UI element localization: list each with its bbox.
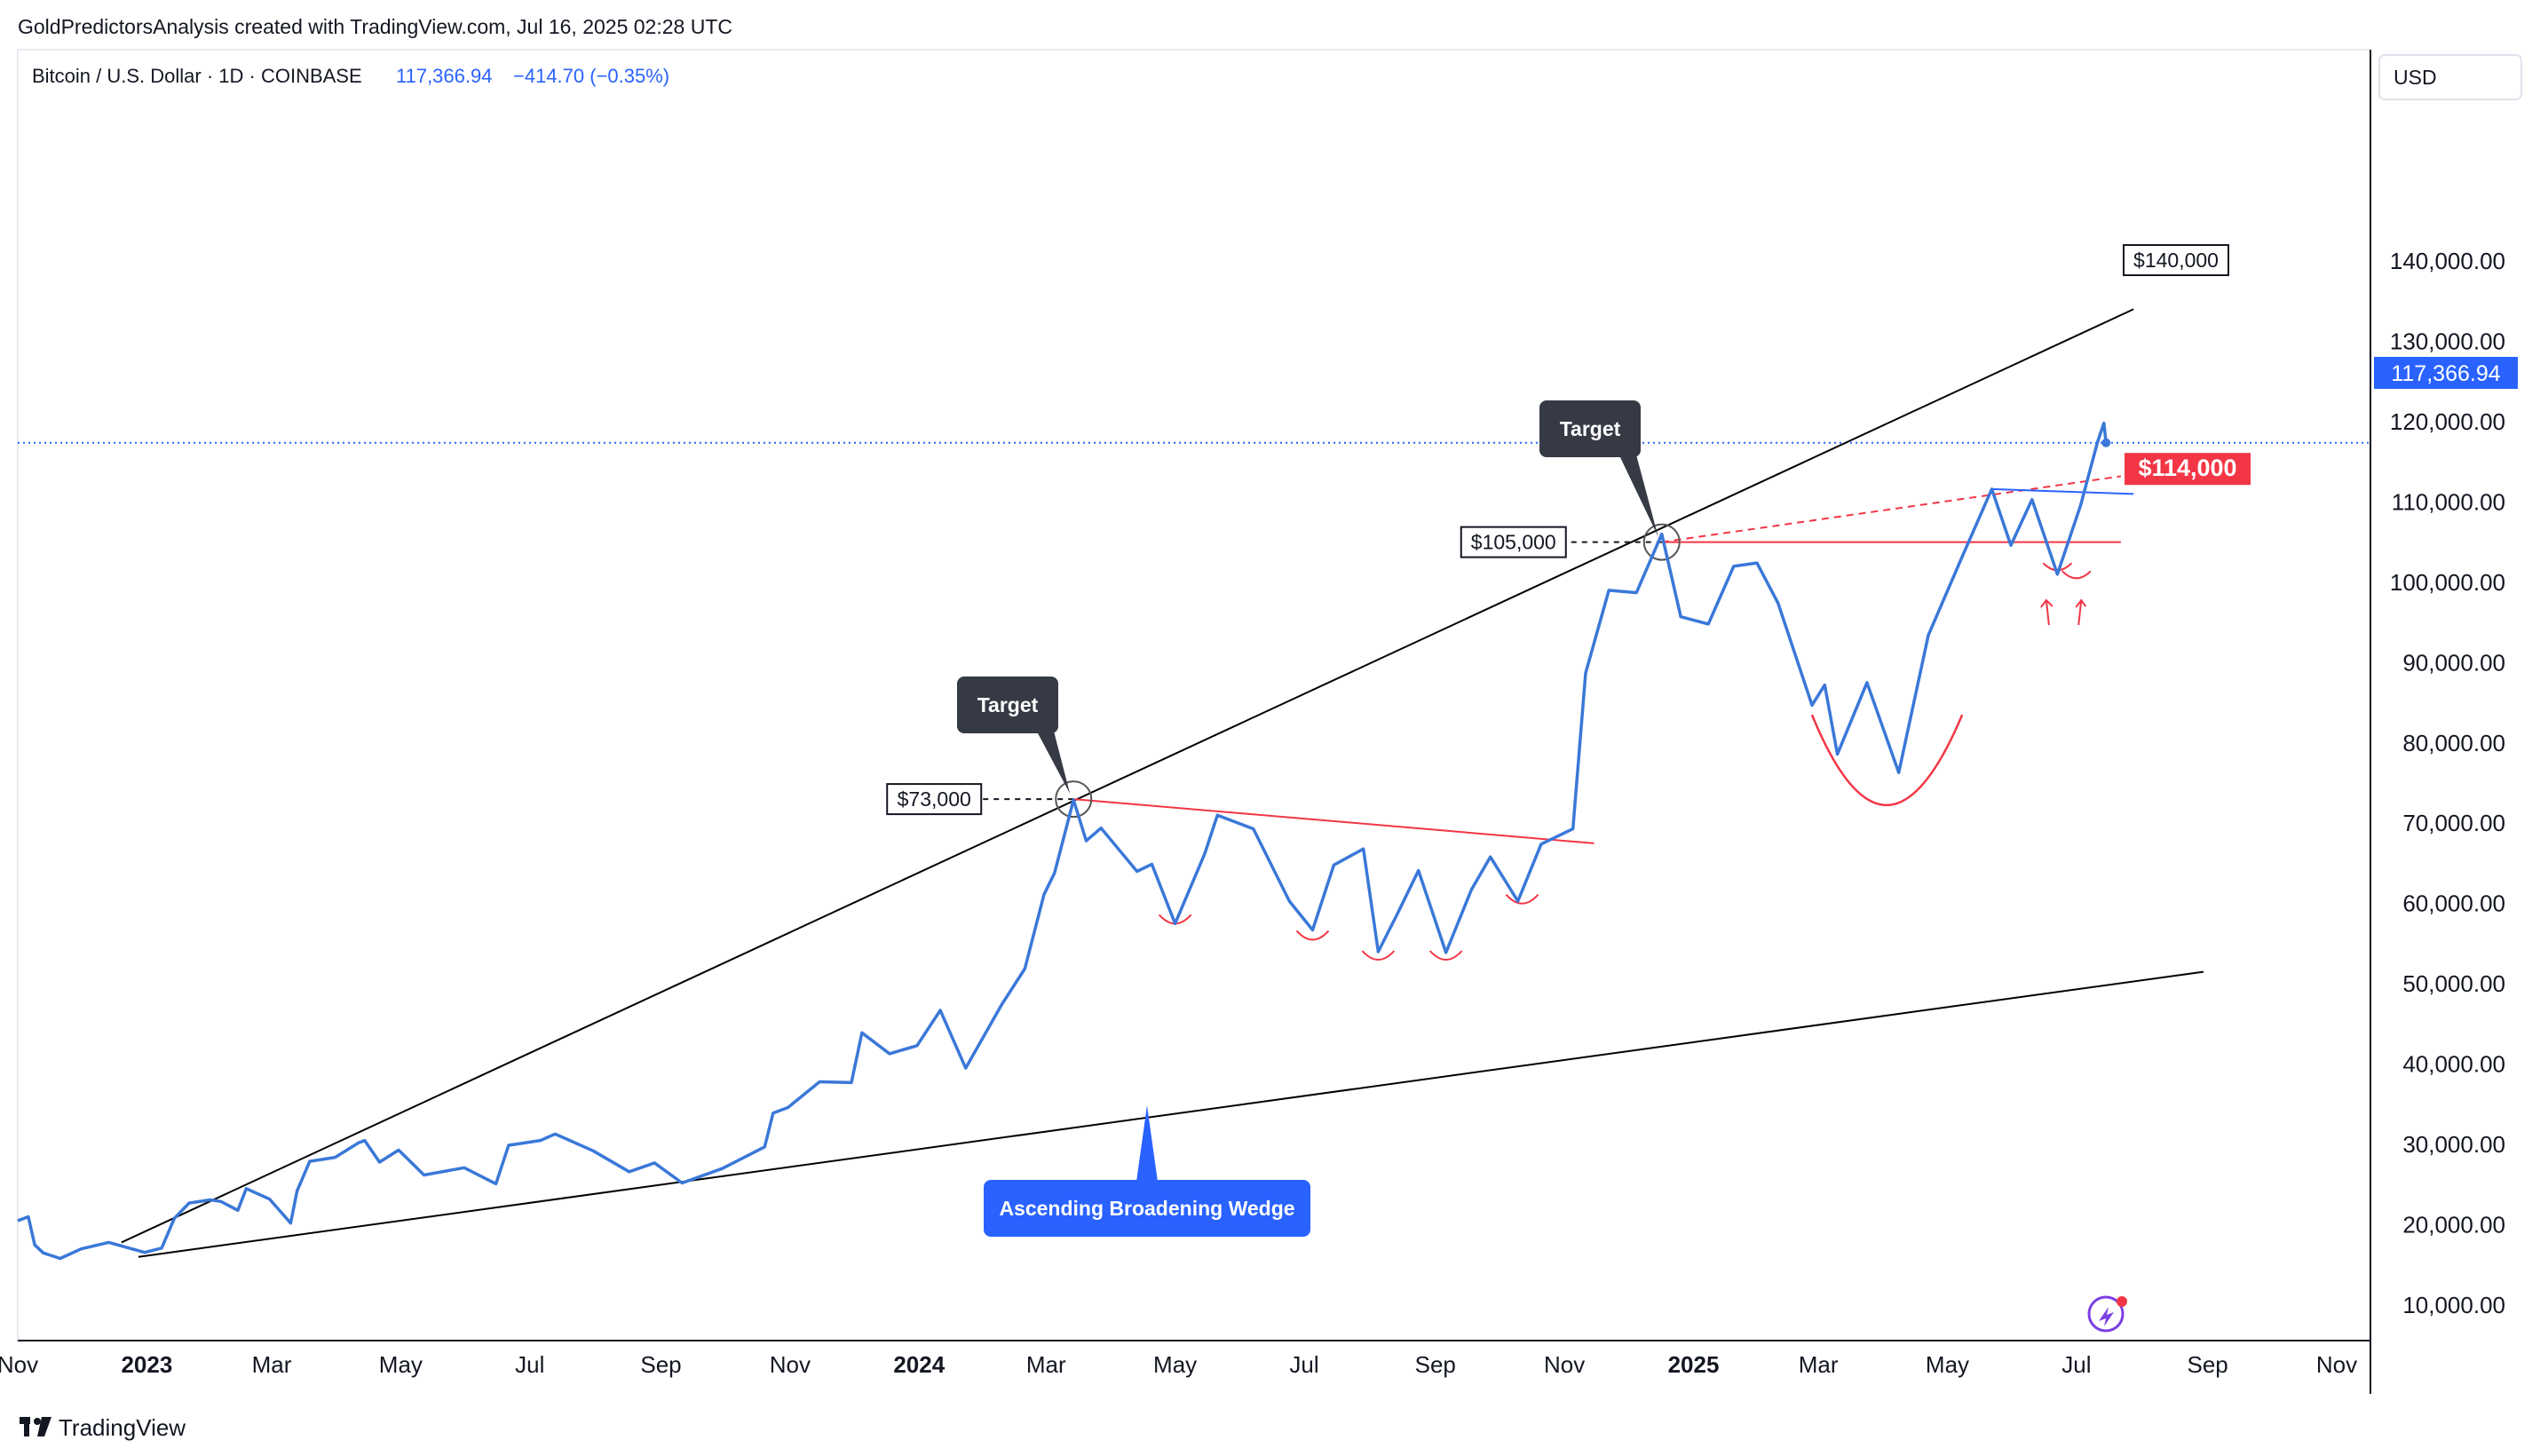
y-tick-label: 30,000.00: [2402, 1131, 2505, 1158]
price-label-140000: $140,000: [2133, 249, 2219, 272]
price-label-73000: $73,000: [898, 787, 971, 811]
legend-last-price: 117,366.94: [396, 65, 492, 87]
target-circle: [1055, 780, 1093, 819]
up-arrow-icon: [2040, 598, 2053, 626]
target-callout-box: [1539, 400, 1641, 457]
price-label-114000-box: [2125, 453, 2251, 486]
up-arrow-icon: [2075, 598, 2087, 626]
price-series-line: [17, 421, 2108, 1261]
price-label-114000: $114,000: [2138, 455, 2236, 481]
legend-change: −414.70 (−0.35%): [513, 65, 669, 87]
x-tick-label: Mar: [1026, 1351, 1066, 1378]
x-tick-label: Nov: [1544, 1351, 1585, 1378]
wedge-lower-line: [138, 970, 2204, 1258]
x-tick-label: May: [1153, 1351, 1197, 1378]
x-tick-label: 2023: [121, 1351, 172, 1378]
y-tick-label: 110,000.00: [2392, 488, 2505, 515]
y-tick-label: 140,000.00: [2390, 248, 2505, 274]
price-label-73000-box: [886, 783, 983, 816]
target-callout-pointer: [1037, 721, 1071, 795]
wedge-callout-pointer: [1136, 1105, 1158, 1182]
x-tick-label: Sep: [1415, 1351, 1456, 1378]
x-tick-label: Jul: [2061, 1351, 2091, 1378]
price-label-140000-box: [2123, 244, 2229, 276]
x-tick-label: Mar: [1799, 1351, 1839, 1378]
x-tick-label: Jul: [515, 1351, 544, 1378]
y-tick-label: 80,000.00: [2402, 730, 2505, 756]
bottom-swing-arc: [2061, 570, 2092, 580]
legend-symbol[interactable]: Bitcoin / U.S. Dollar · 1D · COINBASE: [32, 65, 362, 87]
bottom-swing-arc: [2042, 562, 2073, 572]
red-dashed-line: [1661, 475, 2122, 543]
bottom-swing-arc: [1428, 950, 1463, 961]
bottom-swing-arc: [1295, 930, 1330, 941]
price-label-105000-box: [1460, 526, 1567, 558]
target-circle: [1642, 523, 1681, 561]
x-tick-label: 2025: [1668, 1351, 1720, 1378]
y-tick-label: 100,000.00: [2390, 569, 2505, 596]
y-tick-label: 50,000.00: [2402, 970, 2505, 997]
x-tick-label: Sep: [2187, 1351, 2228, 1378]
footer-brand[interactable]: TradingView: [59, 1414, 186, 1441]
x-tick-label: May: [379, 1351, 423, 1378]
x-tick-label: Jul: [1289, 1351, 1318, 1378]
target-callout-box: [957, 677, 1058, 733]
y-tick-label: 90,000.00: [2402, 649, 2505, 676]
target-callout-pointer: [1619, 445, 1658, 537]
x-tick-label: Mar: [252, 1351, 292, 1378]
x-tick-label: Nov: [2316, 1351, 2357, 1378]
x-tick-label: May: [1926, 1351, 1969, 1378]
tradingview-logo-icon[interactable]: [20, 1417, 51, 1436]
wedge-upper-line: [121, 308, 2134, 1244]
y-tick-label: 70,000.00: [2402, 810, 2505, 836]
cup-arc: [1810, 714, 1964, 806]
sparkle-icon[interactable]: [2087, 1295, 2127, 1333]
target-callout: Target: [977, 693, 1039, 716]
bottom-swing-arc: [1361, 950, 1396, 961]
y-tick-label: 40,000.00: [2402, 1051, 2505, 1078]
target-callout: Target: [1560, 417, 1621, 440]
y-tick-label: 130,000.00: [2390, 328, 2505, 354]
currency-label: USD: [2394, 66, 2437, 89]
wedge-callout-box: [984, 1180, 1310, 1237]
y-tick-label: 60,000.00: [2402, 890, 2505, 917]
x-tick-label: Nov: [770, 1351, 811, 1378]
x-tick-label: 2024: [893, 1351, 945, 1378]
price-label-105000: $105,000: [1471, 531, 1556, 554]
red-resistance-line: [1073, 798, 1594, 844]
wedge-callout: Ascending Broadening Wedge: [999, 1197, 1294, 1220]
x-tick-label: Sep: [640, 1351, 681, 1378]
y-tick-label: 120,000.00: [2390, 408, 2505, 435]
blue-breakout-line: [1991, 487, 2134, 495]
last-price-label: 117,366.94: [2391, 361, 2500, 386]
y-tick-label: 20,000.00: [2402, 1212, 2505, 1238]
currency-box[interactable]: [2378, 54, 2522, 100]
last-price-dot: [2101, 438, 2111, 447]
last-price-badge: [2374, 357, 2518, 389]
x-tick-label: Nov: [0, 1351, 38, 1378]
bottom-swing-arc: [1505, 894, 1539, 905]
y-tick-label: 10,000.00: [2402, 1292, 2505, 1318]
header-creator-text: GoldPredictorsAnalysis created with Trad…: [18, 15, 732, 38]
